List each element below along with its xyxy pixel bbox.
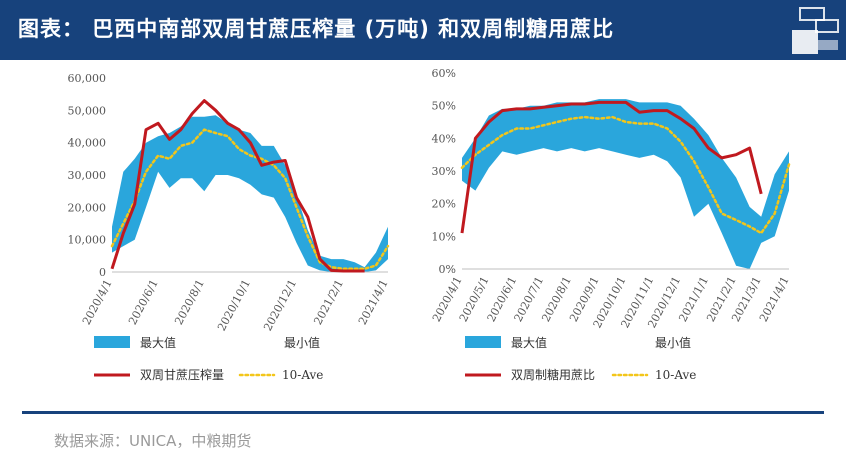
right-avg-line <box>460 115 791 235</box>
left-legend-max-label: 最大值 <box>140 335 176 350</box>
left-current-line <box>110 99 365 273</box>
left-y-tick: 10,000 <box>68 234 107 247</box>
right-y-tick: 0% <box>439 263 456 276</box>
left-legend-avg-label: 10-Ave <box>282 368 323 382</box>
chart-cane-crush: 0 10,000 20,000 30,000 40,000 50,000 60,000 202… <box>68 72 391 382</box>
left-x-tick: 2021/2/1 <box>311 277 346 327</box>
right-legend-avg-label: 10-Ave <box>655 368 696 382</box>
left-band-area <box>112 115 388 272</box>
left-avg-line <box>110 128 390 271</box>
left-y-tick: 40,000 <box>68 137 107 150</box>
right-current-line <box>460 100 763 234</box>
logo-icon <box>792 7 839 54</box>
left-x-tick: 2020/12/1 <box>261 277 299 333</box>
right-legend-min-label: 最小值 <box>655 335 691 350</box>
left-y-tick: 60,000 <box>68 72 107 85</box>
left-y-tick: 50,000 <box>68 104 107 117</box>
left-x-tick: 2020/8/1 <box>172 277 207 327</box>
bottom-rule <box>22 411 824 414</box>
left-y-tick: 0 <box>99 266 106 279</box>
left-legend-current-label: 双周甘蔗压榨量 <box>140 367 224 382</box>
source-note: 数据来源：UNICA，中粮期货 <box>54 432 252 450</box>
right-legend-current-label: 双周制糖用蔗比 <box>511 367 595 382</box>
title-bar: 图表： 巴西中南部双周甘蔗压榨量 (万吨) 和双周制糖用蔗比 <box>0 0 846 60</box>
right-y-tick: 60% <box>432 67 456 80</box>
right-y-tick: 10% <box>432 230 456 243</box>
left-x-tick: 2020/4/1 <box>80 277 115 327</box>
page-title: 图表： 巴西中南部双周甘蔗压榨量 (万吨) 和双周制糖用蔗比 <box>18 17 615 41</box>
left-legend-max-swatch <box>94 336 130 348</box>
right-y-tick: 40% <box>432 132 456 145</box>
left-y-tick: 30,000 <box>68 169 107 182</box>
right-y-tick: 50% <box>432 100 456 113</box>
left-x-tick: 2020/10/1 <box>215 277 253 333</box>
right-y-tick: 30% <box>432 165 456 178</box>
left-x-tick: 2021/4/1 <box>356 277 391 327</box>
right-legend-max-swatch <box>465 336 501 348</box>
left-legend-min-label: 最小值 <box>284 335 320 350</box>
right-legend-max-label: 最大值 <box>511 335 547 350</box>
left-x-tick: 2020/6/1 <box>126 277 161 327</box>
right-y-tick: 20% <box>432 198 456 211</box>
right-band-area <box>462 99 789 269</box>
chart-sugar-mix: 0%10%20%30%40%50%60%2020/4/12020/5/12020… <box>430 67 792 382</box>
left-y-tick: 20,000 <box>68 201 107 214</box>
